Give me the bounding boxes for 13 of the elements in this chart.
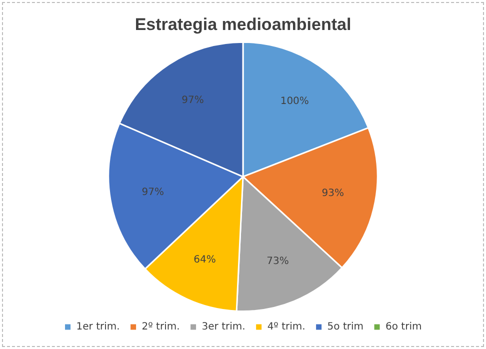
- legend-label: 6o trim: [386, 322, 422, 333]
- data-label: 97%: [182, 94, 204, 106]
- data-label: 73%: [266, 256, 289, 267]
- legend-label: 5o trim: [327, 322, 364, 333]
- data-label: 93%: [322, 188, 344, 200]
- chart-title: Estrategia medioambiental: [134, 14, 352, 34]
- data-label: 100%: [280, 96, 309, 107]
- legend-label: 4º trim.: [267, 322, 306, 333]
- legend-label: 1er trim.: [76, 322, 120, 333]
- legend-label: 2º trim.: [142, 322, 180, 333]
- data-label: 97%: [142, 187, 164, 198]
- data-label: 64%: [194, 254, 216, 266]
- legend-label: 3er trim.: [202, 322, 246, 333]
